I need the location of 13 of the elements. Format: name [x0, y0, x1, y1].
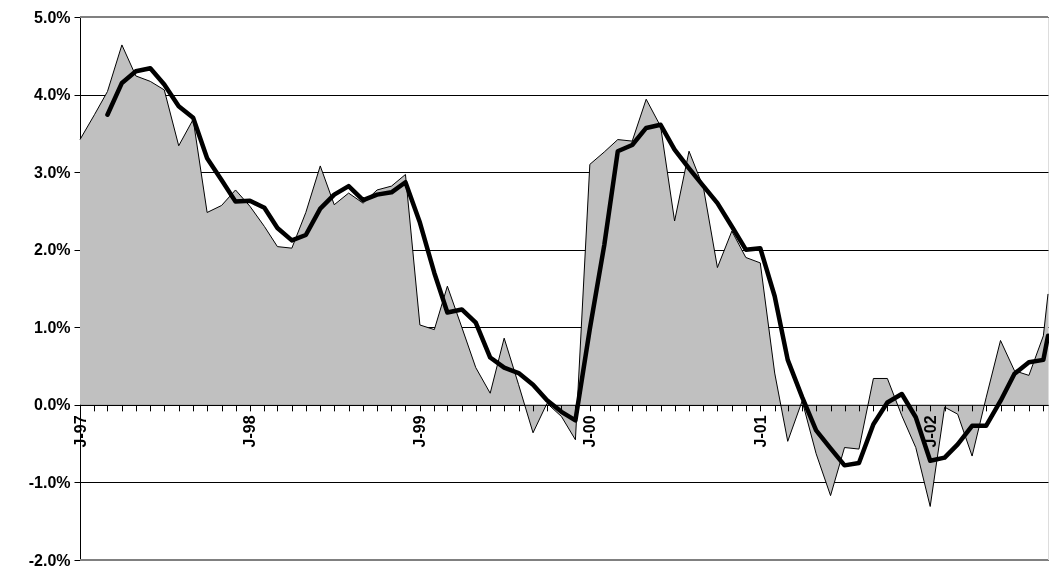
- y-tick-label: 2.0%: [34, 241, 71, 259]
- x-tick-label: J-98: [241, 415, 259, 448]
- x-tick-label: J-02: [921, 415, 939, 448]
- y-tick-label: -2.0%: [28, 551, 71, 569]
- x-tick-label: J-99: [411, 415, 429, 448]
- y-tick-label: 0.0%: [34, 396, 71, 414]
- y-tick-label: 5.0%: [34, 8, 71, 26]
- y-tick-label: 4.0%: [34, 86, 71, 104]
- y-tick-label: 1.0%: [34, 318, 71, 336]
- y-tick-label: 3.0%: [34, 163, 71, 181]
- y-tick-label: -1.0%: [28, 473, 71, 491]
- x-tick-label: J-01: [751, 415, 769, 448]
- x-tick-label: J-00: [581, 415, 599, 448]
